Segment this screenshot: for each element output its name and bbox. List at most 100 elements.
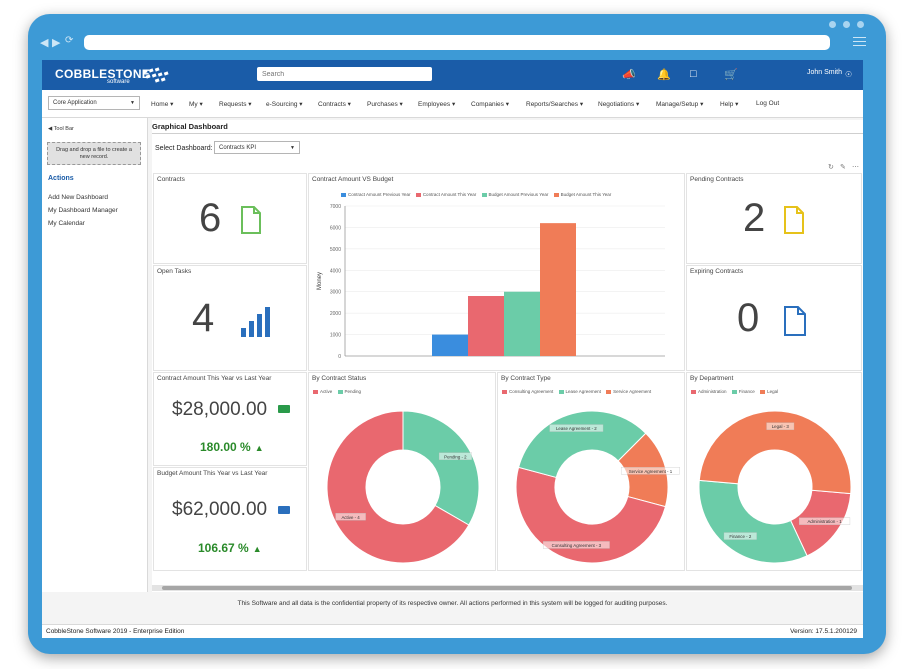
data-label-box [799,517,851,525]
legend-swatch [337,389,343,394]
cobblestone-logo[interactable]: COBBLESTONE software [55,65,169,85]
tool-bar-label: Tool Bar [53,126,74,132]
user-name[interactable]: John Smith [807,69,843,76]
user-circle-icon[interactable]: ☉ [845,70,853,79]
search-input[interactable] [257,67,432,81]
bar[interactable] [432,334,468,356]
panel-title: Expiring Contracts [690,268,744,275]
scrollbar-thumb[interactable] [162,586,852,590]
open-tasks-count: 4 [192,296,215,340]
bar[interactable] [504,291,540,356]
chart-title: Contract Amount VS Budget [312,176,394,183]
donut-slice[interactable] [326,410,470,564]
y-tick-label: 1000 [330,333,341,339]
browser-frame: ◀ ▶ ⟳ COBBLESTONE software [28,14,886,654]
application-select[interactable]: Core Application ▼ [48,96,140,110]
donut-slice[interactable] [515,466,667,564]
menu-requests[interactable]: Requests ▾ [219,101,252,108]
hamburger-menu-icon[interactable] [853,37,866,49]
horizontal-scrollbar[interactable] [152,585,863,591]
budget-amount-value: $62,000.00 [172,499,268,520]
donut-slice[interactable] [402,410,480,526]
data-label-box [723,532,757,540]
my-calendar-link[interactable]: My Calendar [48,220,85,227]
menu-purchases[interactable]: Purchases ▾ [367,101,403,108]
menu-manage-setup[interactable]: Manage/Setup ▾ [656,101,704,108]
address-bar[interactable] [84,35,830,50]
reload-icon[interactable]: ⟳ [65,35,74,46]
data-label: Administration - 1 [807,519,842,524]
pending-contracts-panel[interactable]: Pending Contracts 2 [686,173,862,264]
donut-slice[interactable] [698,479,808,564]
back-arrow-icon[interactable]: ◀ [40,37,49,49]
dashboard-select[interactable]: Contracts KPI ▼ [214,141,300,154]
bell-icon[interactable]: 🔔 [657,69,671,81]
y-tick-label: 6000 [330,225,341,231]
department-legend: Administration Finance Legal [687,389,778,394]
tool-bar-toggle[interactable]: ◀ Tool Bar [48,126,74,132]
legend-label: Service Agreement [613,389,652,394]
legend-label: Contract Amount Previous Year [348,192,411,197]
chat-icon[interactable]: □ [690,68,697,80]
file-drop-zone[interactable]: Drag and drop a file to create a new rec… [47,142,141,165]
legend-label: Administration [698,389,727,394]
contract-vs-budget-panel: Contract Amount VS Budget Contract Amoun… [308,173,685,371]
legend-label: Budget Amount This Year [560,192,612,197]
data-label: Legal - 3 [772,424,790,429]
add-new-dashboard-link[interactable]: Add New Dashboard [48,194,108,201]
menu-e-sourcing[interactable]: e-Sourcing ▾ [266,101,303,108]
by-department-panel: By Department Administration Finance Leg… [686,372,862,571]
menu-employees[interactable]: Employees ▾ [418,101,456,108]
window-dot [829,21,836,28]
legend-swatch [606,389,612,394]
my-dashboard-manager-link[interactable]: My Dashboard Manager [48,207,118,214]
legend-label: Pending [344,389,362,394]
menu-negotiations-label: Negotiations [598,101,635,108]
edit-icon[interactable]: ✎ [840,164,846,171]
actions-title: Actions [48,175,74,182]
cart-icon[interactable]: 🛒 [724,69,738,81]
brand-sub: software [107,79,130,85]
contract-amount-panel[interactable]: Contract Amount This Year vs Last Year $… [153,372,307,466]
y-tick-label: 2000 [330,311,341,317]
menu-log-out[interactable]: Log Out [756,100,779,107]
drop-zone-text-1: Drag and drop a file to create a [56,147,132,153]
by-contract-status-panel: By Contract Status Active Pending Pendin… [308,372,496,571]
menu-negotiations[interactable]: Negotiations ▾ [598,101,640,108]
data-label: Pending - 2 [444,454,467,459]
bar[interactable] [540,223,576,356]
legend-swatch [553,192,559,197]
drop-zone-text-2: new record. [79,154,109,160]
bar-chart-icon [241,307,270,337]
chart-title: By Department [690,375,734,382]
data-label: Active - 4 [341,515,360,520]
legend-label: Lease Agreement [565,389,601,394]
menu-contracts[interactable]: Contracts ▾ [318,101,351,108]
application-select-value: Core Application [53,100,97,106]
megaphone-icon[interactable]: 📣 [622,69,636,81]
expiring-contracts-panel[interactable]: Expiring Contracts 0 [686,265,862,371]
contracts-panel[interactable]: Contracts 6 [153,173,307,264]
menu-companies[interactable]: Companies ▾ [471,101,509,108]
legend-swatch [313,389,318,394]
disclaimer-text: This Software and all data is the confid… [237,600,668,607]
more-icon[interactable]: ⋯ [852,164,859,171]
menu-contracts-label: Contracts [318,101,346,108]
divider [152,133,863,134]
bar[interactable] [468,296,504,356]
expiring-count: 0 [737,296,760,340]
panel-title: Open Tasks [157,268,192,275]
select-dashboard-label: Select Dashboard: [155,145,213,152]
menu-reports-searches[interactable]: Reports/Searches ▾ [526,101,584,108]
open-tasks-panel[interactable]: Open Tasks 4 [153,265,307,371]
y-tick-label: 7000 [330,204,341,210]
budget-amount-panel[interactable]: Budget Amount This Year vs Last Year $62… [153,467,307,571]
menu-home[interactable]: Home ▾ [151,101,174,108]
forward-arrow-icon[interactable]: ▶ [52,37,61,49]
money-icon [278,405,290,413]
refresh-icon[interactable]: ↻ [828,164,834,171]
brand-name: COBBLESTONE [55,67,151,81]
menu-help[interactable]: Help ▾ [720,101,739,108]
menu-my[interactable]: My ▾ [189,101,203,108]
donut-slice[interactable] [698,410,852,495]
